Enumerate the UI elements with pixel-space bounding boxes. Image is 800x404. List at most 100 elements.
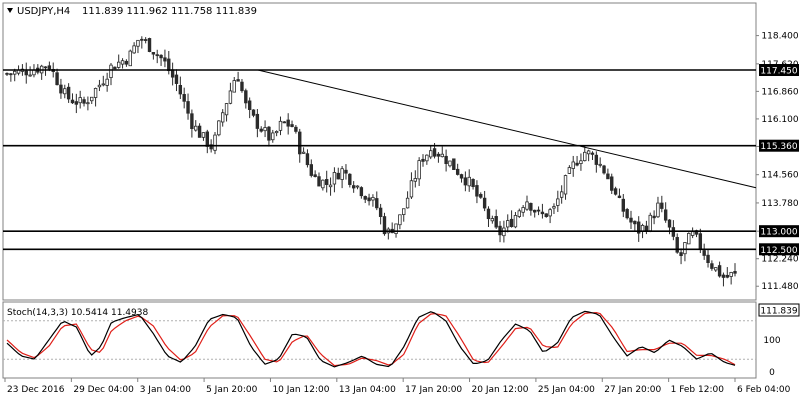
candle-body — [113, 66, 117, 70]
candle-body — [586, 150, 591, 155]
candle-body — [602, 165, 606, 174]
candle-body — [317, 176, 321, 187]
candle-body — [105, 78, 109, 86]
candle-body — [344, 169, 348, 174]
candle-body — [648, 214, 652, 232]
time-axis: 23 Dec 2016 29 Dec 04:00 3 Jan 04:00 5 Jan … — [4, 378, 791, 395]
candle-body — [382, 216, 387, 235]
candle-body — [78, 97, 82, 104]
candle-body — [536, 209, 541, 212]
candle-body — [590, 152, 595, 155]
candle-body — [413, 178, 417, 182]
candle-body — [355, 185, 360, 188]
time-tick-label: 1 Feb 12:00 — [671, 385, 725, 395]
candle-body — [517, 210, 521, 217]
candle-body — [606, 173, 610, 180]
candle-body — [348, 173, 352, 185]
stoch-signal-line — [6, 311, 736, 367]
candle-body — [725, 274, 729, 278]
candle-body — [86, 102, 90, 105]
candle-body — [471, 179, 475, 188]
price-plot-frame — [2, 2, 757, 301]
symbol-timeframe: USDJPY,H4 — [17, 6, 70, 17]
candle-body — [90, 96, 94, 102]
candle-body — [721, 274, 726, 278]
candle-body — [155, 54, 159, 57]
candle-body — [140, 38, 144, 41]
level-label: 113.000 — [760, 228, 797, 238]
candle-body — [228, 90, 233, 104]
candle-body — [544, 213, 548, 218]
candle-body — [509, 218, 514, 228]
candle-body — [24, 70, 28, 76]
candle-body — [698, 233, 703, 250]
current-price-box — [758, 303, 800, 317]
candle-body — [625, 209, 629, 219]
candle-body — [170, 69, 175, 78]
candle-body — [255, 113, 260, 129]
candle-body — [117, 61, 121, 68]
stoch-label: Stoch(14,3,3) 10.5414 11.4938 — [7, 308, 148, 318]
candle-body — [197, 125, 202, 138]
candle-body — [336, 172, 340, 180]
candle-body — [667, 219, 672, 228]
candle-body — [224, 103, 229, 116]
dropdown-arrow-icon[interactable] — [7, 8, 13, 13]
candle-body — [55, 72, 59, 86]
price-tick-label: 116.100 — [761, 115, 798, 125]
candle-body — [59, 84, 63, 94]
candle-body — [378, 207, 383, 217]
candle-body — [621, 198, 625, 212]
candle-body — [209, 144, 213, 150]
price-tick-label: 111.480 — [761, 282, 798, 292]
candle-body — [286, 119, 290, 127]
candle-body — [43, 66, 48, 69]
candle-body — [375, 198, 379, 209]
candle-body — [274, 131, 279, 134]
candle-body — [247, 100, 252, 110]
stoch-level-lines — [3, 320, 756, 360]
candle-body — [710, 263, 714, 269]
candle-body — [167, 58, 171, 72]
candle-body — [440, 153, 444, 158]
candle-body — [633, 220, 637, 225]
candle-body — [467, 176, 471, 187]
descending-trendline[interactable] — [257, 69, 757, 189]
candle-body — [109, 64, 113, 78]
candle-body — [217, 120, 221, 136]
candle-body — [313, 174, 317, 178]
candle-body — [47, 65, 52, 70]
candle-body — [294, 126, 298, 132]
candle-body — [97, 84, 102, 88]
candle-body — [240, 81, 244, 92]
time-tick-label: 13 Jan 04:00 — [339, 385, 396, 395]
candle-body — [575, 162, 579, 166]
stoch-plot-frame — [2, 301, 757, 379]
level-label-box — [759, 243, 799, 256]
candle-body — [363, 196, 367, 200]
candle-body — [221, 112, 225, 123]
candle-body — [663, 209, 668, 221]
candle-body — [448, 160, 452, 167]
candle-body — [267, 126, 271, 141]
candle-body — [548, 209, 552, 217]
candle-body — [151, 52, 156, 55]
level-label-box — [759, 225, 799, 238]
candle-body — [455, 168, 460, 175]
candle-body — [733, 271, 737, 274]
candle-body — [405, 197, 410, 209]
candle-body — [9, 73, 13, 76]
candle-body — [394, 223, 398, 235]
candle-body — [325, 179, 329, 185]
candle-body — [571, 161, 575, 169]
price-tick-label: 113.780 — [761, 199, 798, 209]
candle-body — [271, 132, 275, 141]
ohlc-values: 111.839 111.962 111.758 111.839 — [82, 6, 257, 17]
candle-body — [529, 202, 533, 211]
candle-body — [559, 191, 564, 198]
candle-body — [332, 172, 337, 185]
candle-body — [683, 242, 687, 255]
candle-body — [594, 154, 599, 165]
candle-body — [482, 197, 487, 209]
candle-body — [174, 74, 179, 84]
